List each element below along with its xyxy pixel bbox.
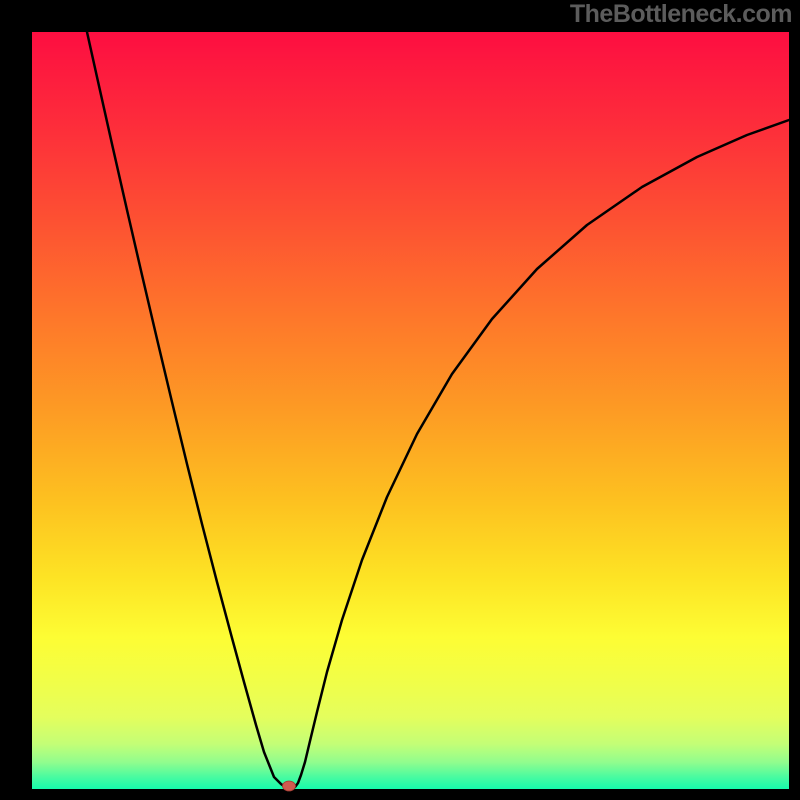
bottleneck-chart	[0, 0, 800, 800]
minimum-marker	[283, 781, 296, 791]
chart-container: TheBottleneck.com	[0, 0, 800, 800]
plot-background	[32, 32, 789, 789]
watermark-text: TheBottleneck.com	[570, 0, 792, 29]
